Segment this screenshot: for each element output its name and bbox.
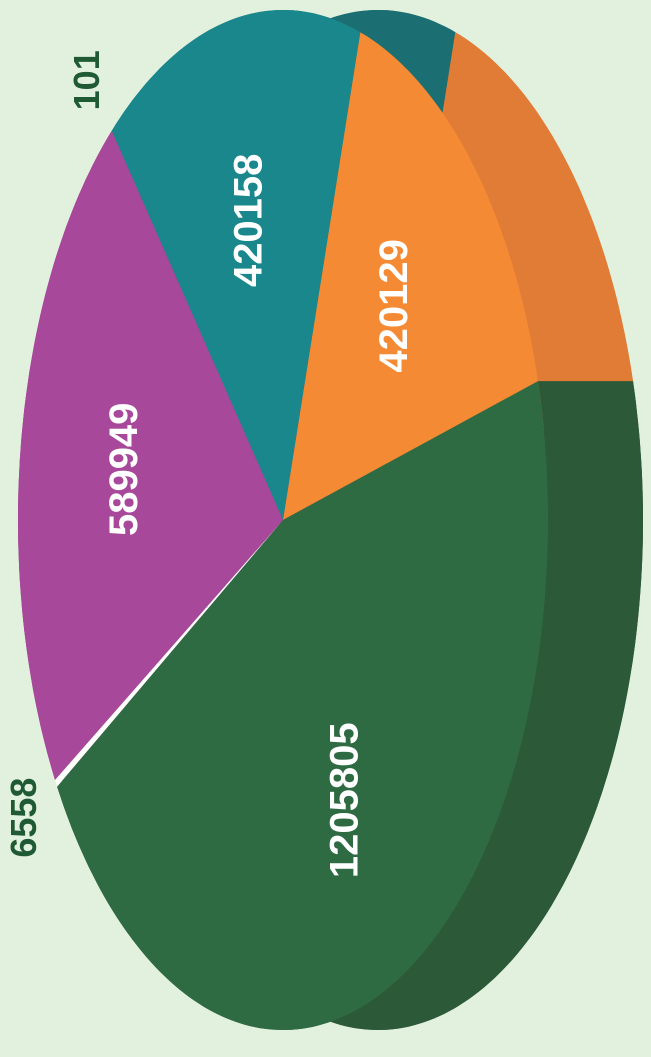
slice [57,381,548,1031]
slice [18,130,283,780]
data-label: 589949 [102,403,146,536]
slice [55,520,283,787]
data-label: 420158 [226,154,270,287]
slice-side [360,32,633,382]
data-label: 6558 [3,778,44,858]
slice [283,32,538,520]
data-label: 101 [66,50,107,110]
slice [111,10,361,520]
data-label: 1205805 [322,722,366,878]
data-label: 420129 [372,239,416,372]
slice-side [57,381,644,1031]
